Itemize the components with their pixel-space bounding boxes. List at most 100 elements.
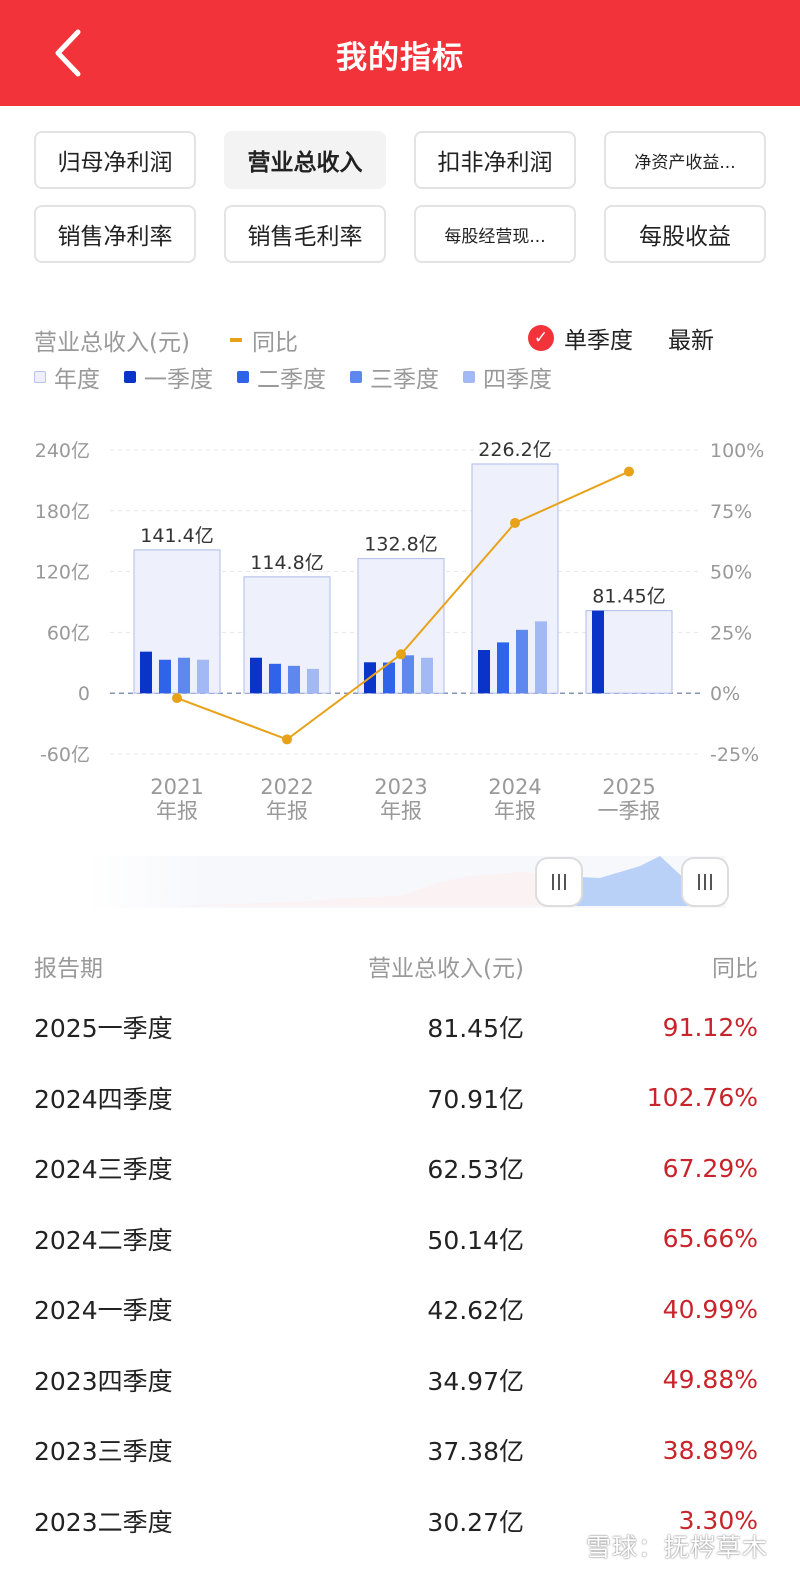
- metric-tab[interactable]: 每股收益: [604, 205, 766, 263]
- header-yoy: 同比: [712, 956, 758, 982]
- slider-fade: [86, 856, 206, 908]
- legend-item[interactable]: 二季度: [237, 361, 326, 393]
- legend-item[interactable]: 四季度: [463, 361, 552, 393]
- legend-swatch: [237, 371, 249, 383]
- cell-period: 2025一季度: [34, 1014, 173, 1044]
- revenue-chart: 240亿 100% 180亿 75% 120亿 50% 60亿 25% 0 0% -60亿 -25% 1…: [35, 439, 765, 823]
- cell-revenue: 30.27亿: [427, 1507, 524, 1537]
- quarter-bar: [421, 657, 433, 694]
- metric-tab[interactable]: 扣非净利润: [414, 131, 576, 189]
- cell-yoy: 49.88%: [662, 1365, 758, 1395]
- yoy-point: [282, 734, 292, 745]
- cell-period: 2023四季度: [34, 1366, 173, 1396]
- cell-yoy: 3.30%: [678, 1506, 758, 1536]
- back-arrow-icon[interactable]: [44, 26, 94, 80]
- chart-legend: 年度 一季度 二季度 三季度 四季度: [34, 361, 576, 393]
- chart-header: 营业总收入(元) 同比 ✓ 单季度 最新: [34, 323, 774, 357]
- y-tick-right: 50%: [710, 562, 752, 584]
- y-tick-left: 240亿: [35, 440, 90, 462]
- cell-period: 2024二季度: [34, 1225, 173, 1255]
- latest-button[interactable]: 最新: [668, 328, 714, 354]
- annual-value-label: 132.8亿: [364, 534, 437, 556]
- quarter-bar: [140, 651, 152, 694]
- annual-value-label: 141.4亿: [140, 525, 213, 547]
- x-tick-label: 2021: [150, 775, 203, 799]
- x-tick-label: 一季报: [598, 799, 661, 823]
- slider-handle-right[interactable]: [681, 857, 729, 907]
- metric-tab[interactable]: 归母净利润: [34, 131, 196, 189]
- table-row[interactable]: 2023三季度 37.38亿 38.89%: [34, 1415, 758, 1486]
- metric-tab[interactable]: 营业总收入: [224, 131, 386, 189]
- x-tick-label: 年报: [494, 799, 536, 823]
- quarter-bar: [516, 629, 528, 694]
- annual-value-label: 81.45亿: [592, 586, 665, 608]
- single-quarter-toggle[interactable]: ✓ 单季度: [528, 321, 633, 355]
- quarter-bar: [535, 621, 547, 694]
- metric-label: 营业总收入(元): [34, 330, 190, 356]
- slider-handle-left[interactable]: [535, 857, 583, 907]
- data-table: 报告期 营业总收入(元) 同比 2025一季度 81.45亿 91.12% 2024四…: [34, 940, 758, 1556]
- metric-tab[interactable]: 净资产收益...: [604, 131, 766, 189]
- cell-period: 2024三季度: [34, 1155, 173, 1185]
- cell-period: 2023三季度: [34, 1437, 173, 1467]
- cell-yoy: 91.12%: [662, 1012, 758, 1042]
- x-tick-label: 年报: [266, 799, 308, 823]
- legend-swatch: [34, 371, 46, 383]
- metric-tab[interactable]: 销售净利率: [34, 205, 196, 263]
- cell-revenue: 50.14亿: [427, 1225, 524, 1255]
- y-tick-left: 0: [78, 683, 90, 705]
- table-row[interactable]: 2024三季度 62.53亿 67.29%: [34, 1133, 758, 1204]
- x-tick-label: 2024: [488, 775, 541, 799]
- y-tick-left: 120亿: [35, 562, 90, 584]
- table-row[interactable]: 2024一季度 42.62亿 40.99%: [34, 1274, 758, 1345]
- metric-tab[interactable]: 每股经营现...: [414, 205, 576, 263]
- range-slider[interactable]: [0, 852, 800, 912]
- yoy-point: [510, 517, 520, 528]
- legend-item[interactable]: 年度: [34, 361, 100, 393]
- cell-yoy: 38.89%: [662, 1435, 758, 1465]
- quarter-bar: [383, 662, 395, 694]
- quarter-bar: [197, 659, 209, 694]
- yoy-line-swatch: [230, 338, 242, 342]
- y-tick-left: -60亿: [40, 744, 90, 766]
- cell-period: 2023二季度: [34, 1507, 173, 1537]
- x-tick-label: 年报: [156, 799, 198, 823]
- table-row[interactable]: 2024四季度 70.91亿 102.76%: [34, 1063, 758, 1134]
- metric-tab[interactable]: 销售毛利率: [224, 205, 386, 263]
- table-row[interactable]: 2024二季度 50.14亿 65.66%: [34, 1204, 758, 1275]
- legend-item[interactable]: 一季度: [124, 361, 213, 393]
- yoy-point: [396, 649, 406, 660]
- y-tick-right: 25%: [710, 622, 752, 644]
- yoy-point: [172, 693, 182, 704]
- single-quarter-label: 单季度: [564, 328, 633, 354]
- legend-label: 四季度: [483, 367, 552, 393]
- quarter-bar: [402, 655, 414, 694]
- quarter-bar: [592, 610, 604, 694]
- legend-label: 年度: [54, 367, 100, 393]
- watermark: 雪球：抚梣草木: [585, 1533, 768, 1562]
- cell-yoy: 65.66%: [662, 1224, 758, 1254]
- cell-period: 2024四季度: [34, 1084, 173, 1114]
- quarter-bar: [478, 650, 490, 694]
- legend-label: 二季度: [257, 367, 326, 393]
- cell-revenue: 62.53亿: [427, 1155, 524, 1185]
- quarter-bar: [307, 668, 319, 694]
- table-row[interactable]: 2025一季度 81.45亿 91.12%: [34, 992, 758, 1063]
- y-tick-left: 60亿: [47, 622, 90, 644]
- x-tick-label: 年报: [380, 799, 422, 823]
- y-tick-right: 100%: [710, 440, 764, 462]
- annual-value-label: 226.2亿: [478, 439, 551, 461]
- quarter-bar: [269, 663, 281, 694]
- cell-revenue: 81.45亿: [427, 1014, 524, 1044]
- cell-period: 2024一季度: [34, 1296, 173, 1326]
- header-period: 报告期: [34, 956, 103, 982]
- table-body: 2025一季度 81.45亿 91.12% 2024四季度 70.91亿 102.76% 2…: [34, 992, 758, 1556]
- y-tick-right: 0%: [710, 683, 740, 705]
- legend-item[interactable]: 三季度: [350, 361, 439, 393]
- table-row[interactable]: 2023二季度 30.27亿 3.30%: [34, 1486, 758, 1557]
- legend-swatch: [463, 371, 475, 383]
- quarter-bar: [497, 642, 509, 694]
- cell-revenue: 37.38亿: [427, 1437, 524, 1467]
- check-circle-icon: ✓: [528, 325, 554, 351]
- table-row[interactable]: 2023四季度 34.97亿 49.88%: [34, 1345, 758, 1416]
